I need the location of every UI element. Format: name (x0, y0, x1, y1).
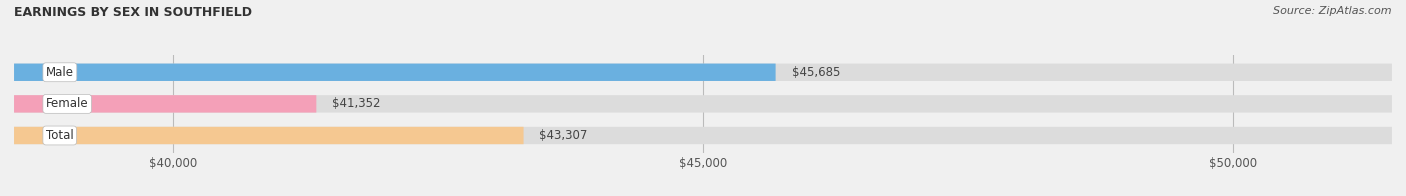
Text: Source: ZipAtlas.com: Source: ZipAtlas.com (1274, 6, 1392, 16)
FancyBboxPatch shape (14, 127, 523, 144)
Text: $41,352: $41,352 (332, 97, 381, 110)
Text: Male: Male (46, 66, 75, 79)
Text: EARNINGS BY SEX IN SOUTHFIELD: EARNINGS BY SEX IN SOUTHFIELD (14, 6, 252, 19)
Text: $43,307: $43,307 (540, 129, 588, 142)
Text: Female: Female (46, 97, 89, 110)
FancyBboxPatch shape (14, 64, 1392, 81)
Text: Total: Total (46, 129, 73, 142)
FancyBboxPatch shape (14, 95, 1392, 113)
FancyBboxPatch shape (14, 95, 316, 113)
Text: $45,685: $45,685 (792, 66, 839, 79)
FancyBboxPatch shape (14, 127, 1392, 144)
FancyBboxPatch shape (14, 64, 776, 81)
